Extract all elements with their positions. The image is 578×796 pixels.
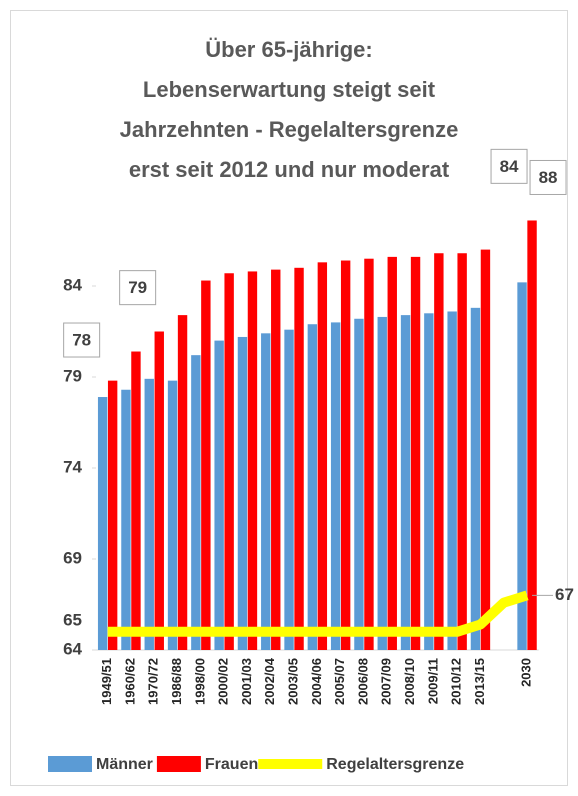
label-box xyxy=(529,159,567,195)
x-tick-label: 2013/15 xyxy=(472,658,487,705)
bar xyxy=(340,260,351,650)
bar xyxy=(167,380,178,650)
bar xyxy=(457,253,467,651)
x-tick-label: 1960/62 xyxy=(122,658,137,705)
bar xyxy=(330,322,341,650)
x-tick-label: 2008/10 xyxy=(402,658,417,705)
bar xyxy=(284,329,294,650)
x-tick-label: 2010/12 xyxy=(449,658,464,705)
bar xyxy=(447,311,457,650)
bar xyxy=(107,380,118,650)
data-label: 67 xyxy=(555,585,574,604)
bar xyxy=(434,253,444,651)
bar xyxy=(247,271,258,650)
data-label: 88 xyxy=(539,168,558,187)
bar xyxy=(387,256,397,650)
chart-title: Jahrzehnten - Regelaltersgrenze xyxy=(120,117,459,142)
x-tick-label: 1986/88 xyxy=(169,658,184,705)
bar xyxy=(377,316,387,650)
line xyxy=(107,590,529,637)
legend-swatch xyxy=(48,756,92,772)
x-tick-label: 2003/05 xyxy=(285,658,300,705)
legend-swatch xyxy=(156,756,201,772)
x-tick-label: 1949/51 xyxy=(99,658,114,705)
data-label: 79 xyxy=(128,278,147,297)
bar xyxy=(121,389,131,650)
label-box xyxy=(63,322,101,358)
data-label: 84 xyxy=(500,157,519,176)
label-box xyxy=(119,270,157,306)
chart-title: Über 65-jährige: xyxy=(205,37,373,62)
bar xyxy=(201,280,211,650)
bar xyxy=(517,282,527,650)
x-tick-label: 2000/02 xyxy=(216,658,231,705)
bar xyxy=(364,258,374,650)
y-tick-label: 69 xyxy=(63,548,82,567)
bar xyxy=(237,336,248,650)
x-tick-label: 2009/11 xyxy=(425,658,440,704)
chart-title: Lebenserwartung steigt seit xyxy=(143,77,436,102)
legend-label: Regelaltersgrenze xyxy=(326,756,464,773)
x-tick-label: 2006/08 xyxy=(355,658,370,705)
bar xyxy=(144,378,154,650)
bar xyxy=(261,333,271,650)
bar xyxy=(527,220,537,651)
bar xyxy=(354,318,364,650)
x-tick-label: 2004/06 xyxy=(309,658,324,705)
x-tick-label: 2030 xyxy=(518,658,533,687)
x-tick-label: 2007/09 xyxy=(379,658,394,705)
bar xyxy=(470,307,481,650)
label-box xyxy=(490,148,528,184)
y-tick-label: 74 xyxy=(63,457,82,476)
x-tick-label: 2001/03 xyxy=(239,658,254,705)
data-label: 78 xyxy=(72,331,91,350)
x-tick-label: 2002/04 xyxy=(262,657,277,705)
bar xyxy=(294,267,304,650)
bar xyxy=(191,355,201,650)
bar xyxy=(224,273,234,650)
bar xyxy=(154,331,164,650)
data-label: 65 xyxy=(63,610,82,629)
y-tick-label: 79 xyxy=(63,366,82,385)
bar xyxy=(214,340,224,650)
legend-label: Frauen xyxy=(205,756,258,773)
legend-label: Männer xyxy=(96,756,153,773)
bar xyxy=(97,397,108,650)
bar xyxy=(424,313,434,650)
y-tick-label: 84 xyxy=(63,275,82,294)
bar xyxy=(307,324,318,650)
x-tick-label: 1970/72 xyxy=(146,658,161,705)
chart-title: erst seit 2012 und nur moderat xyxy=(129,157,450,182)
x-tick-label: 1998/00 xyxy=(192,658,207,705)
bar xyxy=(317,262,328,650)
bar xyxy=(400,315,411,650)
bar xyxy=(131,351,141,650)
x-tick-label: 2005/07 xyxy=(332,658,347,705)
bar xyxy=(480,249,491,650)
bar xyxy=(410,256,421,650)
bar xyxy=(271,269,281,650)
y-tick-label: 64 xyxy=(63,639,82,658)
bar xyxy=(177,315,188,650)
